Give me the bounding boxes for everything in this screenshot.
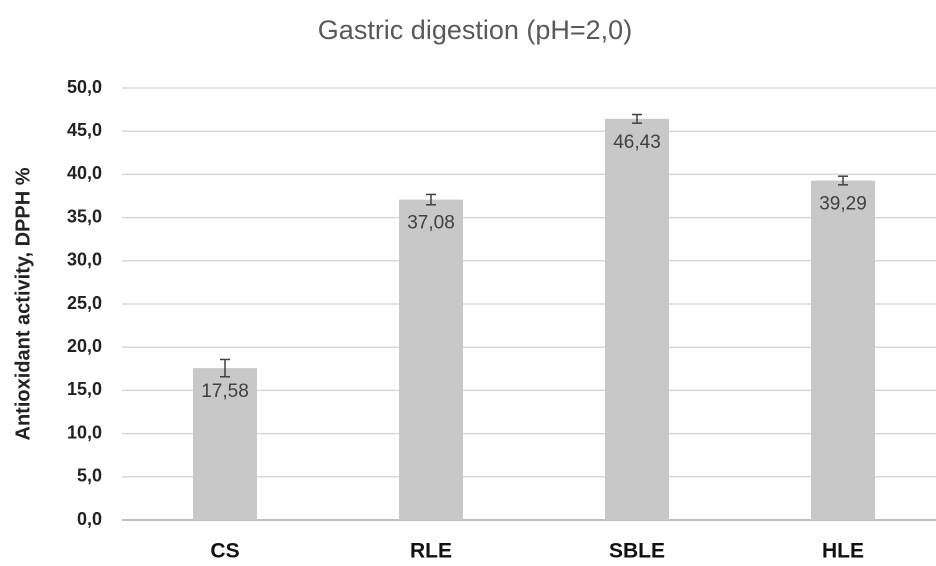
y-tick-label: 25,0 (67, 293, 102, 313)
value-label: 46,43 (613, 132, 661, 153)
y-tick-label: 40,0 (67, 163, 102, 183)
x-tick-label: SBLE (609, 540, 665, 563)
value-label: 37,08 (407, 213, 455, 234)
y-tick-label: 15,0 (67, 379, 102, 399)
bar (193, 368, 257, 520)
x-tick-label: CS (210, 540, 239, 563)
y-tick-label: 45,0 (67, 120, 102, 140)
x-tick-label: RLE (410, 540, 452, 563)
value-label: 17,58 (201, 381, 249, 402)
x-tick-label: HLE (822, 540, 864, 563)
y-axis-label: Antioxidant activity, DPPH % (12, 167, 34, 440)
bar (605, 118, 669, 521)
y-tick-label: 5,0 (77, 466, 102, 486)
y-tick-label: 20,0 (67, 336, 102, 356)
value-label: 39,29 (819, 194, 867, 215)
y-tick-label: 50,0 (67, 77, 102, 97)
y-tick-label: 0,0 (77, 509, 102, 529)
bar (399, 199, 463, 521)
y-tick-label: 30,0 (67, 250, 102, 270)
bar (811, 180, 875, 520)
y-tick-label: 35,0 (67, 206, 102, 226)
y-tick-label: 10,0 (67, 422, 102, 442)
chart-title: Gastric digestion (pH=2,0) (318, 15, 632, 45)
